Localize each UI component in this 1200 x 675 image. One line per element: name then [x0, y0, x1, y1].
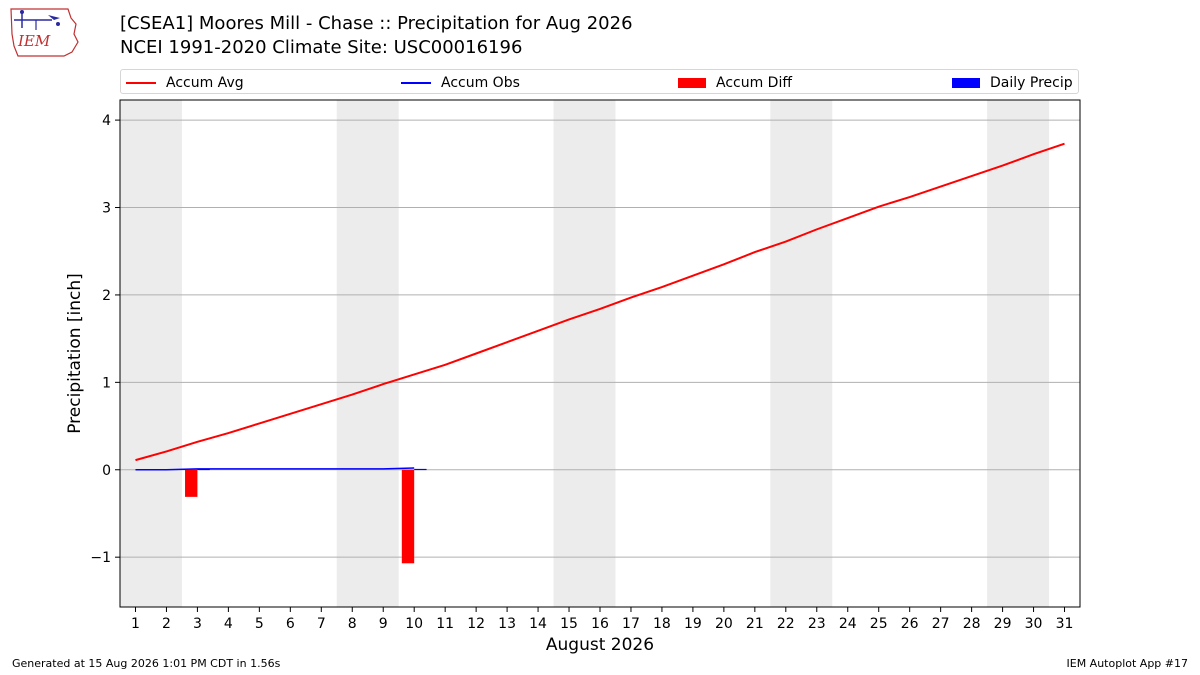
legend-label-accum-obs: Accum Obs: [441, 74, 520, 91]
x-tick-label: 7: [317, 616, 326, 632]
weekend-band-3: [553, 100, 616, 607]
x-tick-label: 8: [348, 616, 357, 632]
x-tick-label: 6: [286, 616, 295, 632]
x-tick-label: 14: [529, 616, 547, 632]
x-tick-label: 23: [808, 616, 826, 632]
legend-item-accum-avg: Accum Avg: [126, 70, 244, 95]
bar-accum-diff: [401, 469, 415, 564]
legend-label-daily-precip: Daily Precip: [990, 74, 1073, 91]
chart-legend: Accum Avg Accum Obs Accum Diff Daily Pre…: [120, 69, 1079, 94]
x-tick-label: 17: [622, 616, 640, 632]
x-tick-label: 10: [405, 616, 423, 632]
x-tick-label: 31: [1056, 616, 1074, 632]
x-tick-label: 12: [467, 616, 485, 632]
x-tick-label: 28: [963, 616, 981, 632]
weekend-band-2: [336, 100, 399, 607]
x-tick-label: 4: [224, 616, 233, 632]
x-tick-label: 3: [193, 616, 202, 632]
y-axis-label: Precipitation [inch]: [65, 273, 85, 434]
legend-item-accum-diff: Accum Diff: [678, 70, 792, 95]
footer-app-text: IEM Autoplot App #17: [1066, 657, 1189, 670]
x-tick-label: 5: [255, 616, 264, 632]
x-tick-label: 19: [684, 616, 702, 632]
x-tick-label: 9: [379, 616, 388, 632]
legend-swatch-accum-obs: [401, 81, 431, 84]
legend-item-daily-precip: Daily Precip: [952, 70, 1073, 95]
iem-logo: IEM: [10, 8, 79, 57]
x-tick-label: 26: [901, 616, 919, 632]
legend-swatch-accum-diff: [678, 77, 706, 88]
x-tick-label: 29: [994, 616, 1012, 632]
x-tick-label: 22: [777, 616, 795, 632]
x-tick-label: 20: [715, 616, 733, 632]
chart-subtitle: NCEI 1991-2020 Climate Site: USC00016196: [120, 37, 523, 58]
y-tick-label: −1: [90, 550, 111, 566]
bar-accum-diff: [185, 469, 198, 497]
y-tick-label: 2: [102, 288, 111, 304]
y-tick-label: 4: [102, 113, 111, 129]
legend-swatch-accum-avg: [126, 81, 156, 84]
x-tick-label: 15: [560, 616, 578, 632]
x-tick-label: 25: [870, 616, 888, 632]
bar-daily-precip: [414, 468, 427, 471]
x-tick-label: 11: [436, 616, 454, 632]
legend-label-accum-avg: Accum Avg: [166, 74, 244, 91]
weekend-band-4: [770, 100, 833, 607]
logo-text: IEM: [17, 32, 51, 50]
weekend-band-1: [120, 100, 182, 607]
x-tick-label: 18: [653, 616, 671, 632]
legend-item-accum-obs: Accum Obs: [401, 70, 520, 95]
y-tick-label: 3: [102, 201, 111, 217]
y-tick-label: 1: [102, 375, 111, 391]
x-tick-label: 21: [746, 616, 764, 632]
x-tick-label: 2: [162, 616, 171, 632]
x-tick-label: 1: [131, 616, 140, 632]
line-accum-avg: [135, 142, 1065, 462]
weekend-band-5: [987, 100, 1050, 607]
x-tick-label: 27: [932, 616, 950, 632]
footer-generated-text: Generated at 15 Aug 2026 1:01 PM CDT in …: [12, 657, 281, 670]
x-tick-label: 24: [839, 616, 857, 632]
legend-label-accum-diff: Accum Diff: [716, 74, 793, 91]
x-tick-label: 16: [591, 616, 609, 632]
x-axis-label: August 2026: [546, 635, 654, 655]
legend-swatch-daily-precip: [952, 77, 980, 88]
x-tick-label: 30: [1025, 616, 1043, 632]
y-tick-label: 0: [102, 463, 111, 479]
chart-title: [CSEA1] Moores Mill - Chase :: Precipita…: [120, 13, 633, 34]
x-tick-label: 13: [498, 616, 516, 632]
line-accum-obs: [135, 467, 415, 471]
